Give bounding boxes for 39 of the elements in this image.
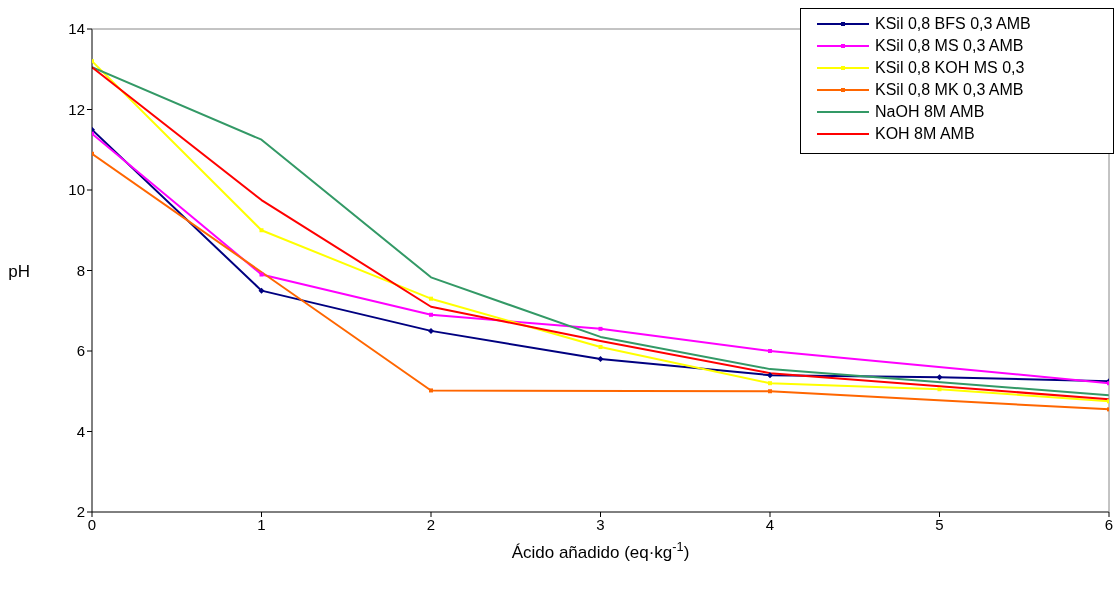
- legend-label: KSil 0,8 KOH MS 0,3: [875, 58, 1025, 78]
- y-tick-label: 6: [76, 342, 85, 360]
- x-tick-label: 5: [935, 515, 944, 533]
- legend-label: KSil 0,8 MK 0,3 AMB: [875, 80, 1024, 100]
- legend-label: NaOH 8M AMB: [875, 102, 985, 122]
- point: [429, 312, 433, 317]
- point: [936, 374, 943, 381]
- x-tick-label: 4: [765, 515, 775, 533]
- point: [597, 356, 604, 363]
- x-tick-label: 0: [87, 515, 97, 533]
- point: [767, 372, 773, 379]
- legend-label: KOH 8M AMB: [875, 124, 975, 144]
- point: [429, 296, 433, 301]
- point: [937, 387, 942, 392]
- point: [598, 326, 603, 331]
- x-tick-label: 6: [1104, 515, 1114, 533]
- y-tick-label: 10: [68, 181, 85, 199]
- y-tick-label: 14: [68, 20, 85, 38]
- point: [768, 389, 772, 394]
- legend-label: KSil 0,8 BFS 0,3 AMB: [875, 14, 1031, 34]
- y-tick-label: 4: [76, 422, 85, 440]
- y-tick-label: 2: [76, 503, 85, 521]
- legend-label: KSil 0,8 MS 0,3 AMB: [875, 36, 1024, 56]
- line-series: [92, 151, 1109, 412]
- point: [428, 327, 434, 334]
- x-tick-label: 3: [596, 515, 605, 533]
- y-axis-title: pH: [8, 261, 30, 281]
- point: [429, 388, 433, 393]
- point: [768, 349, 772, 353]
- y-tick-label: 8: [76, 261, 85, 279]
- point: [259, 228, 264, 233]
- x-tick-label: 1: [257, 515, 266, 533]
- x-axis-title: Ácido añadido (eq·kg$^{-1}$): [511, 538, 690, 562]
- point: [258, 287, 265, 294]
- y-tick-label: 12: [68, 100, 85, 118]
- point: [259, 272, 264, 277]
- point: [768, 381, 772, 386]
- x-tick-label: 2: [426, 515, 436, 533]
- point: [598, 344, 603, 349]
